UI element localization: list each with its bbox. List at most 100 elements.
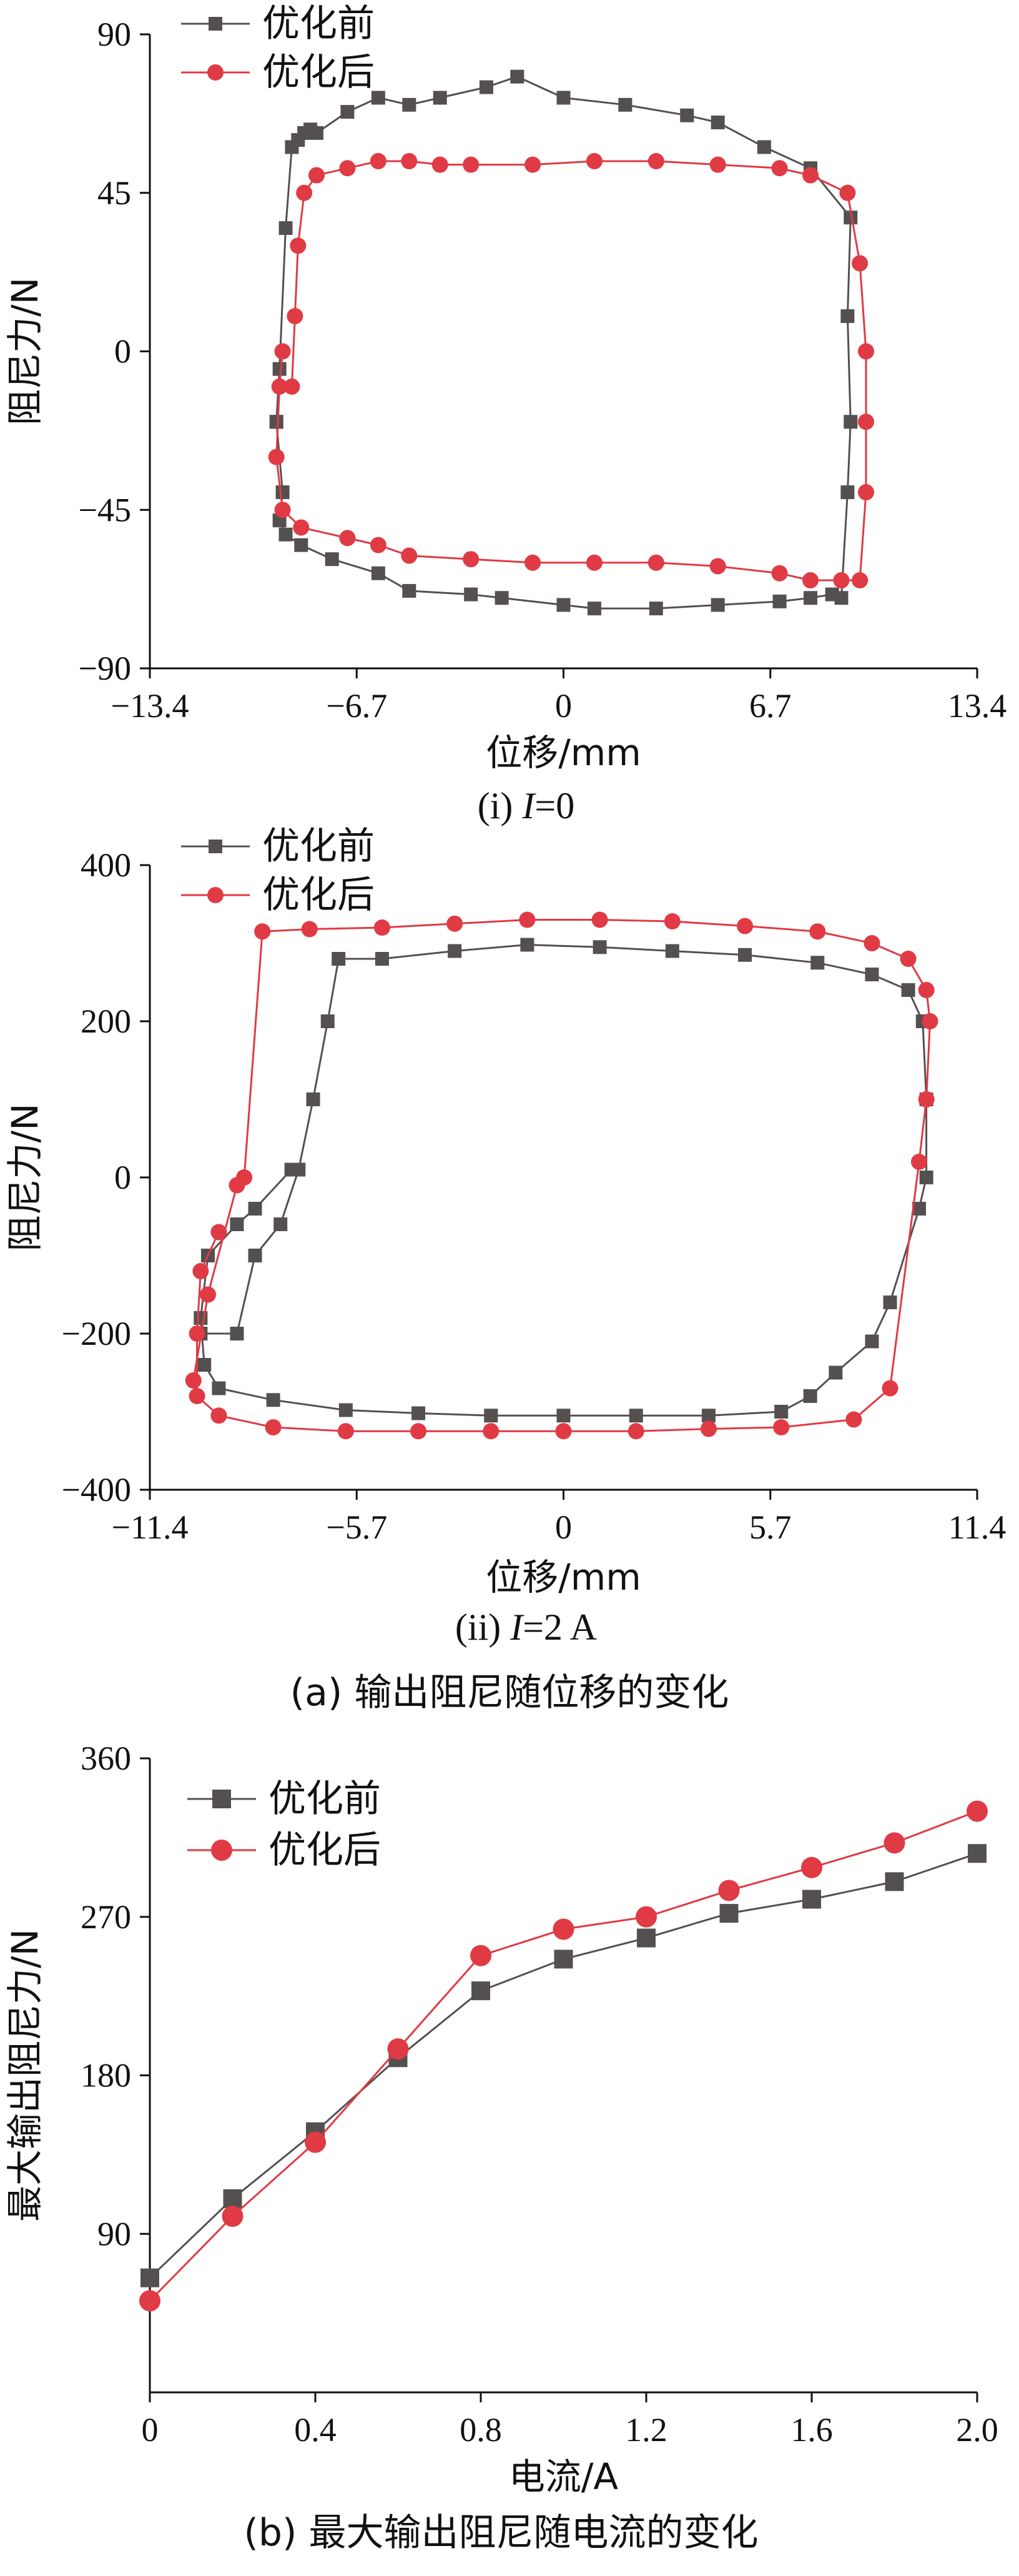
data-point [236,1169,253,1186]
data-point [968,1844,987,1863]
data-point [967,1800,988,1822]
data-point [524,156,541,173]
data-point [340,105,355,119]
data-point [773,1419,790,1435]
data-point [471,1981,490,2001]
data-point [519,911,536,928]
data-point [309,126,323,140]
data-point [274,502,291,518]
data-point [680,108,694,122]
chart-ii: −11.4 −5.7 0 5.7 11.4 400 200 0 −200 −400 位移/mm 阻尼力… [4,825,1006,1648]
x-tick-label: 1.6 [790,2411,833,2449]
data-point [709,558,726,575]
legend-marker [207,64,224,81]
caption-a: (a) 输出阻尼随位移的变化 [290,1671,729,1715]
series-after [185,911,938,1440]
y-tick-label: −200 [62,1315,131,1352]
x-tick-label: 11.4 [948,1508,1007,1546]
data-point [287,308,303,325]
data-point [254,923,271,940]
data-point [852,255,869,272]
data-point [223,2189,242,2208]
data-point [189,1325,205,1342]
x-axis-label: 位移/mm [486,1556,641,1598]
data-point [556,91,571,105]
series-before [194,938,933,1423]
y-tick-label: 0 [114,1159,131,1196]
data-point [649,602,663,616]
data-point [139,2290,160,2312]
y-tick-label: 200 [81,1003,131,1040]
x-tick-label: 5.7 [749,1508,792,1546]
data-point [757,140,771,154]
data-point [840,485,855,500]
y-tick-label: 45 [97,174,131,212]
y-tick-label: 180 [81,2057,131,2094]
x-tick-label: −13.4 [111,687,189,725]
data-point [628,1423,644,1440]
data-point [463,551,480,568]
data-point [839,184,856,201]
series-line [149,1852,978,2279]
data-point [587,602,601,616]
data-point [230,1327,244,1340]
y-tick-label: 400 [81,846,131,884]
data-point [320,1014,335,1028]
data-point [802,167,819,184]
x-tick-label: 0.8 [460,2411,502,2449]
legend-entry: 优化后 [187,1828,381,1872]
data-point [296,184,313,201]
data-point [273,1217,288,1231]
data-point [804,591,818,605]
data-point [802,1890,821,1909]
y-tick-label: −400 [62,1471,131,1508]
data-point [833,572,850,589]
legend-label: 优化后 [268,1828,381,1872]
y-tick-label: 270 [81,1898,131,1936]
data-point [275,485,290,500]
data-point [495,591,509,605]
data-point [636,1906,657,1928]
x-tick-label: 0 [555,1508,572,1546]
data-point [470,1944,491,1966]
data-point [290,237,307,254]
data-point [922,1013,938,1029]
data-point [711,115,725,129]
data-point [301,921,318,938]
data-point [882,1380,898,1397]
data-point [308,167,325,184]
data-point [140,2268,159,2287]
y-axis-label: 阻尼力/N [4,277,46,425]
data-point [479,80,493,94]
data-point [248,1249,262,1262]
legend-marker [209,840,222,853]
x-axis-label: 电流/A [509,2455,619,2498]
data-point [339,530,356,547]
data-point [553,1918,574,1940]
data-point [283,378,300,395]
series-line [275,160,867,582]
data-point [401,547,418,564]
legend-marker [212,1790,231,1808]
data-point [464,587,478,602]
data-point [199,1286,216,1303]
data-point [387,2038,409,2060]
x-tick-label: 0 [142,2411,159,2449]
x-tick-label: −6.7 [326,687,387,725]
series-line [275,76,852,610]
legend-marker [207,887,224,903]
data-point [737,918,754,934]
series-line [192,919,932,1432]
data-point [844,415,858,429]
data-point [809,923,826,940]
data-point [718,1880,740,1901]
data-point [371,91,385,105]
data-point [185,1372,202,1389]
subcaption-ii: (ii) I=2 A [455,1607,597,1648]
data-point [901,983,915,997]
data-point [337,1423,354,1440]
data-point [858,484,875,501]
data-point [338,1403,353,1417]
data-point [401,153,418,169]
